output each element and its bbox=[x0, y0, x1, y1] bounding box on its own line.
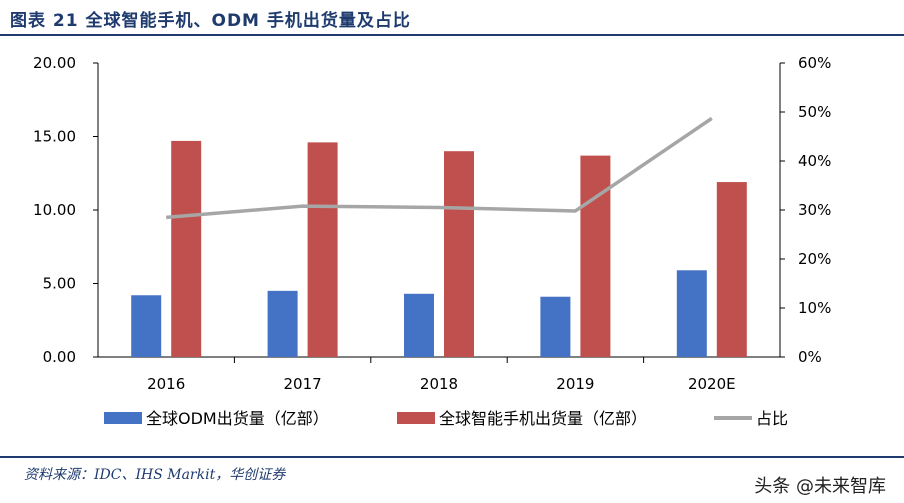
left-tick-label: 15.00 bbox=[33, 128, 76, 146]
left-tick-label: 10.00 bbox=[33, 201, 76, 219]
right-tick-label: 50% bbox=[798, 103, 831, 121]
title-bar: 图表 21 全球智能手机、ODM 手机出货量及占比 bbox=[0, 0, 904, 36]
smartphone-bar bbox=[307, 142, 338, 357]
left-tick-label: 5.00 bbox=[43, 275, 76, 293]
odm-bar bbox=[540, 296, 571, 357]
x-tick-label: 2019 bbox=[556, 375, 594, 393]
left-tick-label: 0.00 bbox=[43, 348, 76, 366]
legend-swatch-1 bbox=[104, 412, 142, 424]
source-bar: 资料来源：IDC、IHS Markit，华创证券 头条 @未来智库 bbox=[0, 456, 904, 503]
odm-bar bbox=[676, 270, 707, 357]
ratio-line bbox=[166, 116, 713, 220]
source-note: 资料来源：IDC、IHS Markit，华创证券 bbox=[24, 467, 286, 483]
x-tick-label: 2020E bbox=[688, 375, 736, 393]
legend-label-3: 占比 bbox=[756, 409, 788, 428]
legend-label-1: 全球ODM出货量（亿部） bbox=[146, 409, 329, 428]
smartphone-bar bbox=[580, 155, 611, 357]
smartphone-bar bbox=[171, 140, 202, 357]
right-tick-label: 20% bbox=[798, 250, 831, 268]
smartphone-bar bbox=[716, 182, 747, 357]
x-tick-label: 2017 bbox=[284, 375, 322, 393]
right-tick-label: 40% bbox=[798, 152, 831, 170]
right-tick-label: 0% bbox=[798, 348, 822, 366]
legend-label-2: 全球智能手机出货量（亿部） bbox=[439, 409, 647, 428]
smartphone-bar bbox=[444, 151, 474, 357]
right-tick-label: 10% bbox=[798, 299, 831, 317]
x-tick-label: 2016 bbox=[147, 375, 185, 393]
odm-bar bbox=[131, 295, 162, 357]
odm-bar bbox=[404, 293, 434, 357]
right-tick-label: 30% bbox=[798, 201, 831, 219]
right-tick-label: 60% bbox=[798, 54, 831, 72]
left-tick-label: 20.00 bbox=[33, 54, 76, 72]
legend-swatch-2 bbox=[397, 412, 435, 424]
x-tick-label: 2018 bbox=[420, 375, 458, 393]
watermark: 头条 @未来智库 bbox=[754, 476, 886, 497]
odm-bar bbox=[267, 290, 298, 357]
bar-line-chart: 0.00 5.00 10.00 15.00 20.00 0% 10% 20% 30% 40% 50%… bbox=[33, 54, 831, 428]
chart-title: 图表 21 全球智能手机、ODM 手机出货量及占比 bbox=[10, 11, 411, 31]
